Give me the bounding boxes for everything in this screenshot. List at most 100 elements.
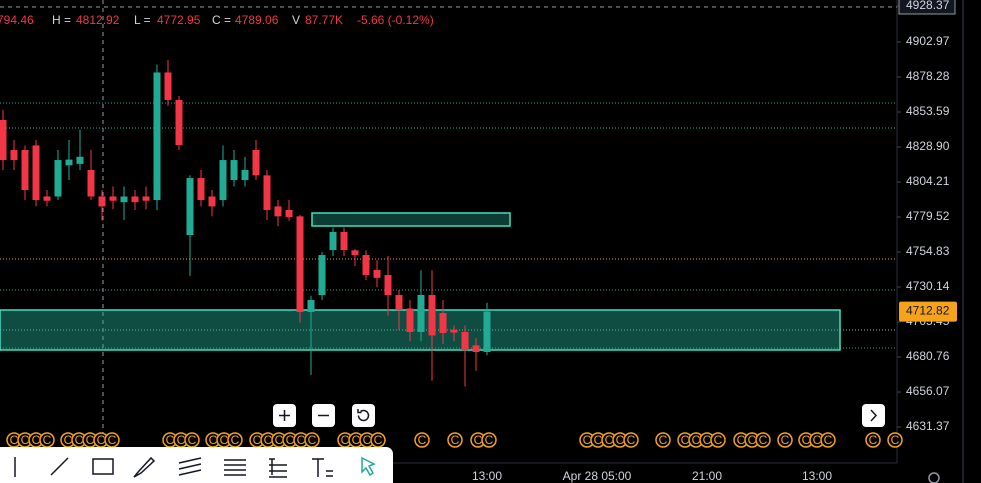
candle-body xyxy=(263,175,271,210)
candle-body xyxy=(241,169,249,181)
event-circle xyxy=(777,432,793,448)
y-tick-label: 4853.59 xyxy=(906,104,950,118)
open-value: 794.46 xyxy=(0,13,34,27)
pattern-tool[interactable] xyxy=(269,458,287,478)
y-tick-label: 4779.52 xyxy=(906,209,950,223)
fib-tool[interactable] xyxy=(178,457,202,476)
plus-icon xyxy=(279,410,290,421)
candle-body xyxy=(439,313,447,334)
low-value: 4772.95 xyxy=(157,13,201,27)
candle-body xyxy=(307,299,315,313)
reset-button[interactable] xyxy=(352,404,375,427)
candle-body xyxy=(340,231,348,251)
event-marker: C xyxy=(703,433,712,447)
event-marker: C xyxy=(97,433,106,447)
event-marker: C xyxy=(627,433,636,447)
last-price-label: 4712.82 xyxy=(906,304,950,318)
event-marker: C xyxy=(188,433,197,447)
brush-tool[interactable] xyxy=(133,456,156,478)
event-marker: C xyxy=(869,433,878,447)
candle-body xyxy=(362,255,370,276)
event-circle xyxy=(481,432,497,448)
text-tool[interactable] xyxy=(312,458,333,477)
event-marker: C xyxy=(583,433,592,447)
line-tool[interactable] xyxy=(50,457,69,476)
event-marker: C xyxy=(64,433,73,447)
event-circle xyxy=(623,432,639,448)
event-circle xyxy=(820,432,836,448)
zoom-controls xyxy=(273,404,885,427)
y-tick-label: 4804.21 xyxy=(906,174,950,188)
event-marker: C xyxy=(659,433,668,447)
x-tick-label: 13:00 xyxy=(802,469,832,483)
candle-body xyxy=(230,160,238,181)
candle-body xyxy=(318,255,326,296)
event-circle xyxy=(447,432,463,448)
event-marker: C xyxy=(352,433,361,447)
event-marker: C xyxy=(275,433,284,447)
candle-body xyxy=(54,160,62,197)
volume-value: 87.77K xyxy=(305,13,343,27)
settings-icon[interactable] xyxy=(928,472,940,483)
candle-body xyxy=(274,206,282,217)
candle-body xyxy=(450,329,458,333)
crosshair-price-box xyxy=(898,0,956,15)
event-marker: C xyxy=(485,433,494,447)
candle-body xyxy=(109,196,117,201)
y-tick-label: 4902.97 xyxy=(906,34,950,48)
event-marker: C xyxy=(802,433,811,447)
y-tick-label: 4656.07 xyxy=(906,384,950,398)
candle-body xyxy=(208,196,216,207)
last-price-box xyxy=(899,301,957,322)
event-marker: C xyxy=(594,433,603,447)
event-marker: C xyxy=(220,433,229,447)
event-marker: C xyxy=(737,433,746,447)
close-value: 4789.06 xyxy=(235,13,279,27)
event-marker: C xyxy=(341,433,350,447)
candle-body xyxy=(87,169,95,197)
candle-body xyxy=(329,231,337,251)
event-marker: C xyxy=(166,433,175,447)
x-tick-label: 21:00 xyxy=(692,469,722,483)
candle-body xyxy=(395,295,403,311)
event-marker: C xyxy=(177,433,186,447)
candle-body xyxy=(120,196,128,203)
plot xyxy=(0,59,491,387)
candle-body xyxy=(285,209,293,218)
drawing-toolbar xyxy=(0,447,393,483)
y-tick-label: 4928.37 xyxy=(906,0,950,12)
select-tool[interactable] xyxy=(361,456,376,477)
event-marker: C xyxy=(297,433,306,447)
event-marker: C xyxy=(891,433,900,447)
candle-body xyxy=(10,149,18,161)
event-marker: C xyxy=(714,433,723,447)
event-marker: C xyxy=(692,433,701,447)
candle-body xyxy=(252,149,260,176)
event-circle xyxy=(887,432,903,448)
event-marker: C xyxy=(253,433,262,447)
supply-zone[interactable] xyxy=(311,212,511,227)
candle-body xyxy=(98,196,106,207)
event-circle xyxy=(865,432,881,448)
high-value: 4812.92 xyxy=(76,13,120,27)
event-marker: C xyxy=(474,433,483,447)
guides xyxy=(0,0,897,463)
scroll-right-button[interactable] xyxy=(862,404,885,427)
candle-body xyxy=(43,196,51,201)
candle-body xyxy=(417,295,425,333)
rectangle-tool[interactable] xyxy=(92,458,114,475)
candle-body xyxy=(472,345,480,352)
y-tick-label: 4730.14 xyxy=(906,279,950,293)
grid-tool[interactable] xyxy=(224,459,246,476)
candle-body xyxy=(428,295,436,336)
event-marker: C xyxy=(605,433,614,447)
event-marker: C xyxy=(75,433,84,447)
candle-body xyxy=(164,72,172,100)
candle-body xyxy=(384,275,392,296)
event-marker: C xyxy=(108,433,117,447)
candle-body xyxy=(131,196,139,203)
x-tick-label: Apr 28 05:00 xyxy=(563,469,632,483)
event-marker: C xyxy=(10,433,19,447)
